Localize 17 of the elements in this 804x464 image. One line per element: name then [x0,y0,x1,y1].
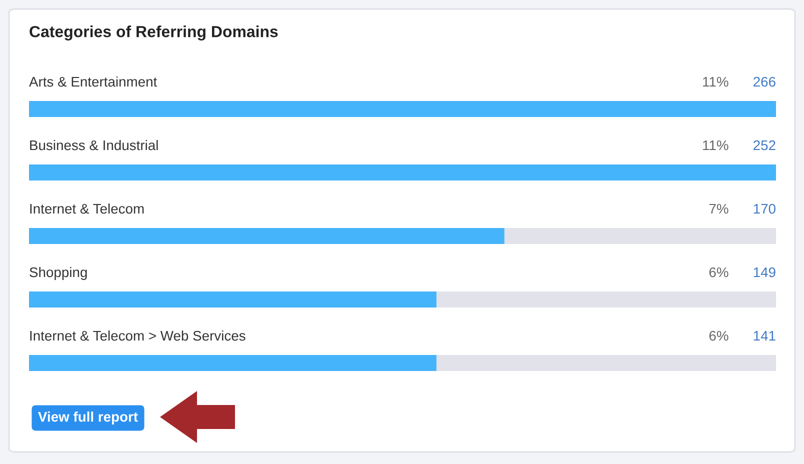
data-label: 11% [703,76,728,87]
chart-title: Categories of Referring Domains [30,26,278,40]
data-label: 7% [709,204,728,214]
y-tick-label: Arts & Entertainment [29,76,158,87]
y-tick-label: Business & Industrial [30,140,158,150]
text: View full report [38,412,138,424]
annotation: 252 [754,140,776,150]
annotation: 149 [754,267,776,278]
annotation: 141 [754,331,776,341]
data-label: 6% [709,267,728,278]
y-tick-label: Shopping [30,266,87,280]
y-tick-label: Internet & Telecom [30,203,144,214]
data-label: 6% [709,330,728,341]
annotation: 170 [754,204,776,214]
data-label: 11% [703,140,728,150]
y-tick-label: Internet & Telecom > Web Services [30,330,246,341]
annotation: 266 [754,76,776,87]
